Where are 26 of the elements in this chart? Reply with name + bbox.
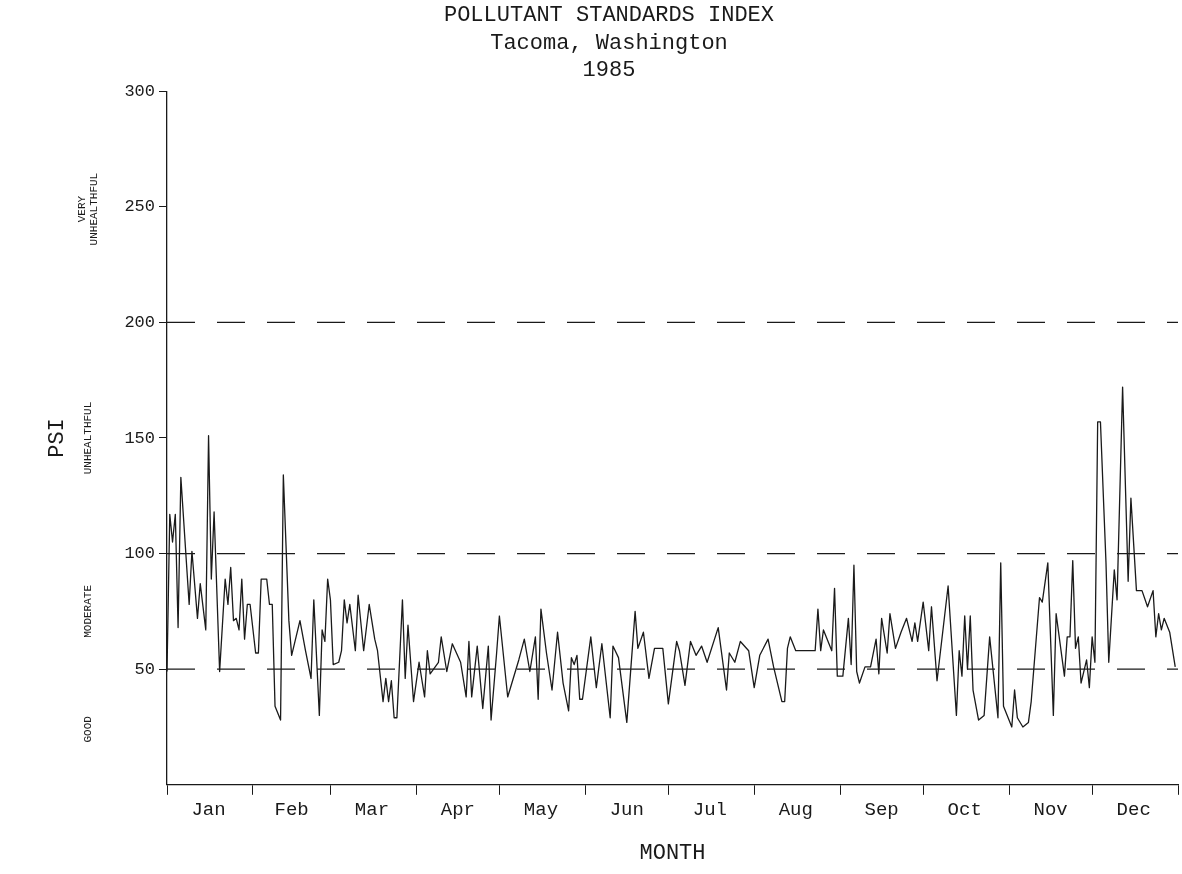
x-tick-label: Dec <box>1116 799 1151 822</box>
text: UNHEALTHFUL <box>81 401 94 475</box>
text: MODERATE <box>81 584 94 638</box>
x-tick-label: Apr <box>440 799 475 822</box>
y-axis-title: PSI <box>45 418 71 458</box>
y-tick-label: 250 <box>124 197 155 217</box>
y-tick-label: 200 <box>124 312 155 332</box>
chart-subtitle: Tacoma, Washington 1985 <box>490 31 728 83</box>
y-tick-label: 50 <box>134 659 155 679</box>
x-tick-label: Nov <box>1033 799 1068 822</box>
x-tick-label: Aug <box>778 799 813 822</box>
y-tick-label: 100 <box>124 544 155 564</box>
x-tick-label: May <box>523 799 559 822</box>
y-tick-label: 300 <box>124 81 155 101</box>
x-tick-label: Jan <box>191 799 226 822</box>
x-tick-label: Sep <box>864 799 899 822</box>
x-tick-label: Mar <box>354 799 390 822</box>
x-axis-title: MONTH <box>639 840 706 866</box>
x-tick-label: Jul <box>692 799 727 822</box>
chart-title: POLLUTANT STANDARDS INDEX <box>443 3 775 29</box>
text: VERY UNHEALTHFUL <box>75 172 100 246</box>
x-tick-label: Oct <box>947 799 982 822</box>
x-tick-label: Feb <box>274 799 309 822</box>
y-tick-label: 150 <box>124 428 155 448</box>
x-tick-label: Jun <box>609 799 644 822</box>
text: GOOD <box>81 715 94 743</box>
